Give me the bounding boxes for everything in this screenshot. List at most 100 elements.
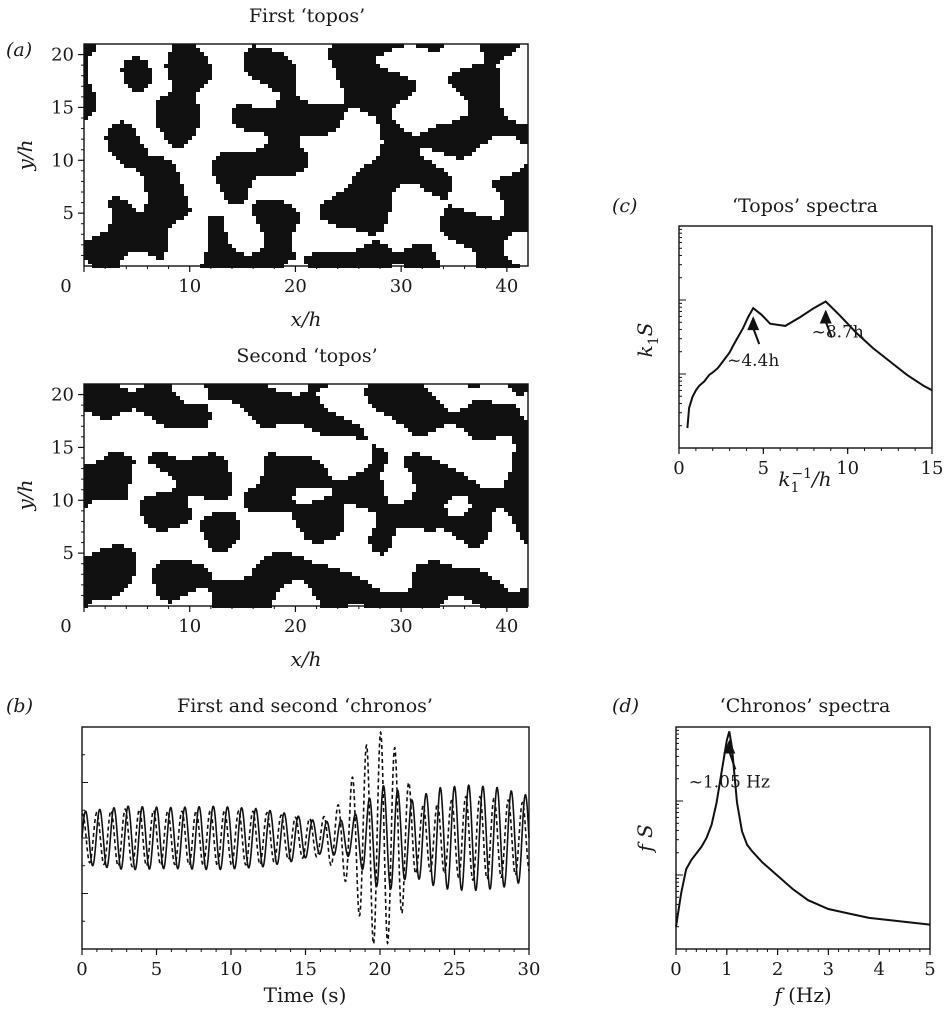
heatmap-cell xyxy=(280,488,284,492)
heatmap-cell xyxy=(324,480,328,484)
heatmap-cell xyxy=(164,240,168,244)
heatmap-cell xyxy=(468,420,472,424)
heatmap-cell xyxy=(184,496,188,500)
heatmap-cell xyxy=(348,96,352,100)
heatmap-cell xyxy=(252,156,256,160)
heatmap-cell xyxy=(464,212,468,216)
heatmap-cell xyxy=(524,500,528,504)
heatmap-cell xyxy=(116,400,120,404)
heatmap-cell xyxy=(468,488,472,492)
heatmap-cell xyxy=(512,404,516,408)
heatmap-cell xyxy=(140,248,144,252)
heatmap-cell xyxy=(488,504,492,508)
heatmap-cell xyxy=(288,68,292,72)
heatmap-cell xyxy=(192,460,196,464)
heatmap-cell xyxy=(176,96,180,100)
heatmap-cell xyxy=(264,116,268,120)
heatmap-cell xyxy=(476,104,480,108)
heatmap-cell xyxy=(384,148,388,152)
heatmap-cell xyxy=(340,212,344,216)
heatmap-cell xyxy=(376,248,380,252)
heatmap-cell xyxy=(164,496,168,500)
heatmap-cell xyxy=(460,232,464,236)
heatmap-cell xyxy=(88,484,92,488)
heatmap-cell xyxy=(380,196,384,200)
heatmap-cell xyxy=(524,468,528,472)
heatmap-cell xyxy=(140,168,144,172)
heatmap-cell xyxy=(356,68,360,72)
heatmap-cell xyxy=(320,480,324,484)
heatmap-cell xyxy=(388,76,392,80)
heatmap-cell xyxy=(176,472,180,476)
heatmap-cell xyxy=(288,232,292,236)
heatmap-cell xyxy=(360,60,364,64)
heatmap-cell xyxy=(180,88,184,92)
heatmap-cell xyxy=(364,260,368,264)
heatmap-cell xyxy=(396,84,400,88)
heatmap-cell xyxy=(304,116,308,120)
heatmap-cell xyxy=(476,420,480,424)
heatmap-cell xyxy=(480,508,484,512)
heatmap-cell xyxy=(256,204,260,208)
heatmap-cell xyxy=(512,480,516,484)
heatmap-cell xyxy=(472,100,476,104)
heatmap-cell xyxy=(164,384,168,388)
heatmap-cell xyxy=(400,404,404,408)
heatmap-cell xyxy=(312,420,316,424)
heatmap-cell xyxy=(284,164,288,168)
heatmap-cell xyxy=(328,220,332,224)
heatmap-cell xyxy=(284,244,288,248)
heatmap-cell xyxy=(344,220,348,224)
heatmap-cell xyxy=(364,96,368,100)
heatmap-cell xyxy=(288,152,292,156)
heatmap-cell xyxy=(132,208,136,212)
heatmap-cell xyxy=(312,480,316,484)
heatmap-cell xyxy=(432,132,436,136)
heatmap-cell xyxy=(340,492,344,496)
heatmap-cell xyxy=(344,224,348,228)
heatmap-cell xyxy=(96,460,100,464)
heatmap-cell xyxy=(388,80,392,84)
heatmap-cell xyxy=(404,256,408,260)
heatmap-cell xyxy=(152,160,156,164)
heatmap-cell xyxy=(232,156,236,160)
heatmap-cell xyxy=(256,68,260,72)
heatmap-cell xyxy=(272,408,276,412)
heatmap-cell xyxy=(304,112,308,116)
heatmap-cell xyxy=(280,124,284,128)
heatmap-cell xyxy=(88,464,92,468)
heatmap-cell xyxy=(264,416,268,420)
heatmap-cell xyxy=(384,408,388,412)
heatmap-cell xyxy=(440,416,444,420)
heatmap-cell xyxy=(508,52,512,56)
heatmap-cell xyxy=(492,116,496,120)
heatmap-cell xyxy=(140,72,144,76)
heatmap-cell xyxy=(376,96,380,100)
heatmap-cell xyxy=(376,92,380,96)
heatmap-cell xyxy=(488,408,492,412)
heatmap-cell xyxy=(268,424,272,428)
heatmap-cell xyxy=(396,160,400,164)
heatmap-cell xyxy=(148,384,152,388)
heatmap-cell xyxy=(280,156,284,160)
heatmap-cell xyxy=(172,212,176,216)
heatmap-cell xyxy=(268,220,272,224)
heatmap-cell xyxy=(408,136,412,140)
heatmap-cell xyxy=(260,260,264,264)
heatmap-cell xyxy=(504,504,508,508)
heatmap-cell xyxy=(380,484,384,488)
heatmap-cell xyxy=(336,216,340,220)
heatmap-cell xyxy=(120,468,124,472)
heatmap-cell xyxy=(344,208,348,212)
heatmap-cell xyxy=(496,108,500,112)
heatmap-cell xyxy=(520,140,524,144)
heatmap-cell xyxy=(160,460,164,464)
heatmap-cell xyxy=(400,384,404,388)
heatmap-cell xyxy=(284,204,288,208)
heatmap-cell xyxy=(100,244,104,248)
heatmap-cell xyxy=(368,60,372,64)
heatmap-cell xyxy=(508,208,512,212)
heatmap-cell xyxy=(476,424,480,428)
heatmap-cell xyxy=(164,216,168,220)
heatmap-cell xyxy=(172,96,176,100)
